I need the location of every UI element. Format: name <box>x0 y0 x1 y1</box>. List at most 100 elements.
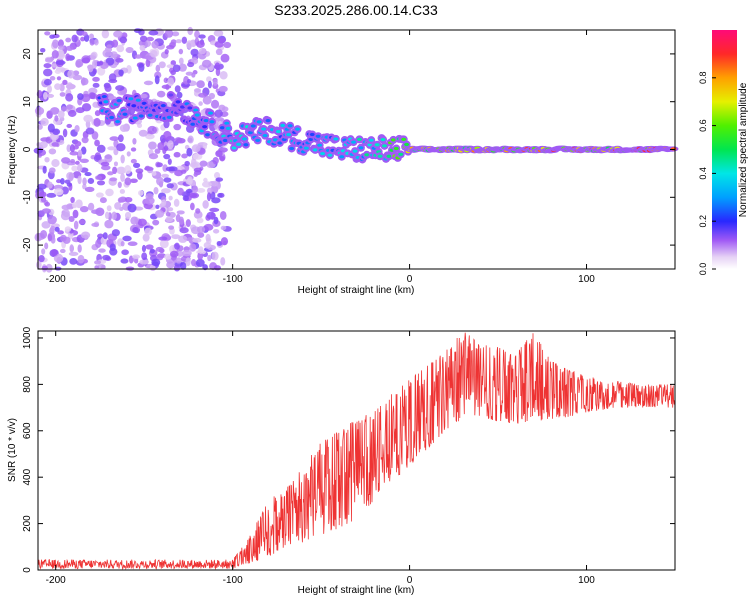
noise-blob <box>167 77 175 87</box>
noise-blob <box>218 38 226 43</box>
noise-blob <box>148 30 159 36</box>
noise-blob <box>39 191 47 198</box>
noise-blob <box>154 148 161 154</box>
noise-blob <box>92 59 98 69</box>
colorbar-tick-label: 0.8 <box>698 72 708 85</box>
noise-blob <box>173 198 180 207</box>
noise-blob <box>202 95 212 105</box>
noise-blob <box>173 151 181 158</box>
noise-blob <box>164 48 169 55</box>
noise-blob <box>102 232 108 240</box>
noise-blob <box>102 254 111 261</box>
spectrogram-xtick-label: 100 <box>578 274 595 285</box>
noise-blob <box>97 66 106 76</box>
noise-blob <box>127 203 137 213</box>
noise-blob <box>209 207 220 213</box>
noise-blob <box>195 258 205 267</box>
noise-blob <box>57 230 64 235</box>
noise-blob <box>171 234 181 240</box>
noise-blob <box>133 28 142 34</box>
noise-blob <box>165 166 175 172</box>
signal-blob <box>194 113 200 117</box>
noise-blob <box>192 153 203 160</box>
noise-blob <box>175 257 182 264</box>
noise-blob <box>206 187 213 195</box>
noise-blob <box>47 85 52 93</box>
snr-line <box>37 332 676 570</box>
noise-blob <box>104 219 114 229</box>
noise-blob <box>185 257 191 267</box>
noise-blob <box>174 85 181 93</box>
noise-blob <box>46 93 55 98</box>
noise-blob <box>104 153 113 163</box>
noise-blob <box>57 49 65 58</box>
noise-blob <box>110 51 118 59</box>
noise-blob <box>210 180 219 187</box>
noise-blob <box>218 192 225 198</box>
noise-blob <box>129 178 138 183</box>
snr-ytick-label: 800 <box>22 376 33 393</box>
noise-blob <box>220 237 229 246</box>
noise-blob <box>112 166 118 175</box>
noise-blob <box>186 40 193 50</box>
signal-blob <box>225 126 231 130</box>
noise-blob <box>203 223 214 231</box>
noise-blob <box>116 44 125 53</box>
noise-blob <box>191 157 197 167</box>
noise-blob <box>156 176 164 186</box>
noise-blob <box>117 134 124 143</box>
noise-blob <box>107 146 116 151</box>
snr-ytick-label: 0 <box>22 567 33 573</box>
noise-blob <box>89 38 95 46</box>
noise-blob <box>198 246 204 255</box>
noise-blob <box>40 137 51 142</box>
noise-blob <box>124 196 133 203</box>
noise-blob <box>134 54 143 59</box>
noise-blob <box>42 165 47 174</box>
noise-blob <box>176 210 185 215</box>
noise-blob <box>80 146 87 155</box>
noise-blob <box>202 200 209 209</box>
noise-blob <box>104 84 112 92</box>
noise-blob <box>72 145 79 150</box>
noise-blob <box>51 249 58 257</box>
signal-blob <box>265 119 271 123</box>
noise-blob <box>185 219 191 228</box>
noise-blob <box>37 124 43 130</box>
noise-blob <box>80 36 85 42</box>
spectrogram-xtick-label: -100 <box>223 274 243 285</box>
noise-blob <box>41 221 51 229</box>
noise-blob <box>157 141 167 151</box>
noise-blob <box>145 133 155 140</box>
signal-blob <box>109 115 115 120</box>
colorbar-tick-label: 0.2 <box>698 215 708 228</box>
noise-blob <box>198 47 206 55</box>
noise-blob <box>81 57 90 64</box>
noise-blob <box>54 69 62 74</box>
noise-blob <box>80 77 89 86</box>
snr-ytick-label: 1000 <box>22 326 33 349</box>
signal-blob <box>132 116 138 120</box>
noise-blob <box>60 106 67 112</box>
noise-blob <box>75 107 85 114</box>
noise-blob <box>213 265 221 271</box>
noise-blob <box>66 82 74 90</box>
noise-blob <box>47 215 57 225</box>
noise-blob <box>94 139 100 147</box>
noise-blob <box>46 192 57 198</box>
signal-blob <box>358 146 364 150</box>
noise-blob <box>163 130 172 140</box>
signal-blob <box>247 131 253 135</box>
colorbar-label: Normalized spectral amplitude <box>738 82 749 217</box>
signal-blob <box>255 138 261 143</box>
noise-blob <box>176 91 183 99</box>
signal-blob <box>116 99 122 103</box>
noise-blob <box>75 160 80 165</box>
noise-blob <box>215 48 223 56</box>
noise-blob <box>189 192 200 199</box>
noise-blob <box>65 93 74 102</box>
noise-blob <box>136 171 143 180</box>
noise-blob <box>196 188 206 193</box>
signal-blob <box>315 134 321 138</box>
noise-blob <box>47 181 53 189</box>
